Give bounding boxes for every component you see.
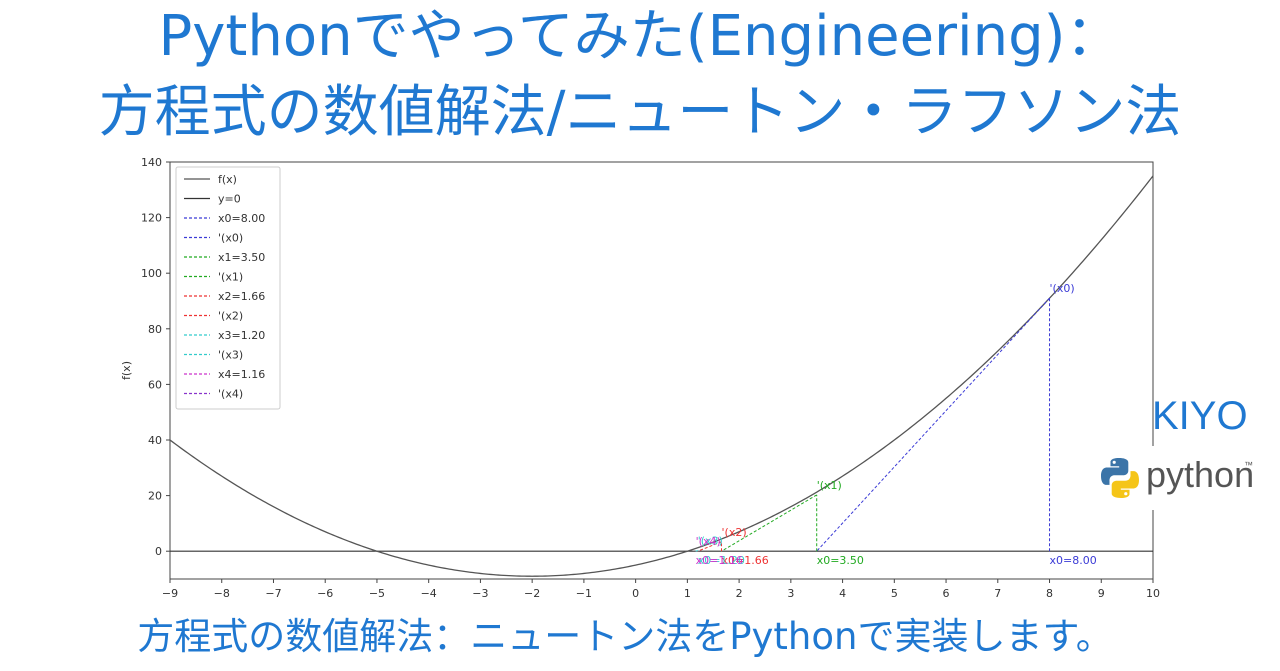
x-tick-label: 3: [787, 587, 794, 600]
x-tick-label: −4: [421, 587, 437, 600]
python-logo-text: python: [1146, 454, 1255, 495]
legend-label: x2=1.66: [218, 290, 265, 303]
legend-label: f(x): [218, 173, 237, 186]
python-logo-icon: [1101, 458, 1139, 498]
legend-label: x0=8.00: [218, 212, 265, 225]
x-tick-label: −8: [214, 587, 230, 600]
y-tick-label: 40: [148, 434, 162, 447]
tangent-line: [695, 550, 698, 552]
chart-legend: f(x) y=0 x0=8.00 '(x0) x1=3.50 '(x1) x2=1.66 '(…: [175, 166, 281, 410]
y-tick-label: 20: [148, 490, 162, 503]
x-tick-label: 2: [736, 587, 743, 600]
x-tick-label: 8: [1046, 587, 1053, 600]
iteration-x-label: x0=1.20: [698, 554, 745, 567]
legend-label: '(x0): [218, 232, 243, 245]
tangent-label: '(x0): [1050, 282, 1075, 295]
legend-label: y=0: [218, 193, 241, 206]
x-tick-label: 10: [1146, 587, 1160, 600]
x-tick-label: −1: [576, 587, 592, 600]
x-tick-label: 9: [1098, 587, 1105, 600]
legend-box: [175, 166, 281, 410]
x-tick-label: −6: [317, 587, 333, 600]
chart-series: x0=8.00 '(x0) x0=3.50 '(x1) x0=1.66 '(x2) x0=1…: [169, 175, 1154, 577]
legend-label: x3=1.20: [218, 329, 265, 342]
function-curve: [169, 175, 1154, 577]
x-tick-label: 4: [839, 587, 846, 600]
tangent-label: '(x3): [698, 535, 723, 548]
tangent-line: [697, 541, 722, 552]
x-tick-label: 5: [891, 587, 898, 600]
plot-frame: [169, 161, 1154, 580]
python-logo: [1080, 446, 1270, 510]
x-tick-label: −9: [162, 587, 178, 600]
legend-label: '(x4): [218, 388, 243, 401]
y-tick-label: 0: [155, 545, 162, 558]
y-axis-label: f(x): [120, 361, 133, 380]
python-logo-trademark: ™: [1244, 460, 1253, 470]
author-name: KIYO: [1152, 394, 1248, 438]
iteration-x-label: x0=1.66: [722, 554, 769, 567]
x-tick-label: 1: [684, 587, 691, 600]
x-tick-label: 0: [632, 587, 639, 600]
iteration-x-label: x0=1.16: [696, 554, 743, 567]
legend-label: '(x1): [218, 271, 243, 284]
legend-label: '(x2): [218, 310, 243, 323]
legend-label: '(x3): [218, 349, 243, 362]
y-tick-label: 80: [148, 323, 162, 336]
iteration-x-label: x0=3.50: [817, 554, 864, 567]
page-title-line1: Pythonでやってみた(Engineering)：: [158, 4, 1122, 69]
tangent-label: '(x4): [696, 535, 721, 548]
legend-label: x1=3.50: [218, 251, 265, 264]
newton-raphson-chart: −9 −8 −7 −6 −5 −4 −3 −2 −1 0 1 2 3 4 5 6 7 8 9 100204060801…: [120, 156, 1160, 600]
tangent-line: [816, 297, 1050, 552]
x-tick-label: −3: [472, 587, 488, 600]
tangent-label: '(x2): [722, 526, 747, 539]
y-tick-label: 100: [141, 267, 162, 280]
x-tick-label: −7: [265, 587, 281, 600]
tangent-line: [721, 494, 817, 552]
x-tick-label: −2: [524, 587, 540, 600]
x-tick-label: 6: [943, 587, 950, 600]
x-tick-label: 7: [994, 587, 1001, 600]
page-subtitle: 方程式の数値解法：ニュートン法をPythonで実装します。: [137, 615, 1113, 658]
page-title-line2: 方程式の数値解法/ニュートン・ラフソン法: [98, 80, 1182, 145]
legend-label: x4=1.16: [218, 368, 265, 381]
x-tick-label: −5: [369, 587, 385, 600]
y-tick-label: 60: [148, 378, 162, 391]
y-tick-label: 140: [141, 156, 162, 169]
chart-axes: −9 −8 −7 −6 −5 −4 −3 −2 −1 0 1 2 3 4 5 6 7 8 9 100204060801…: [120, 156, 1160, 600]
y-tick-label: 120: [141, 212, 162, 225]
iteration-x-label: x0=8.00: [1050, 554, 1097, 567]
tangent-label: '(x1): [817, 479, 842, 492]
